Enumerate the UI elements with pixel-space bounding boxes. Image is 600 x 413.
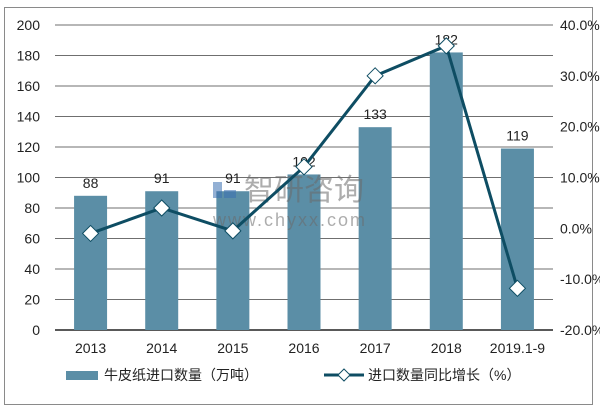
bar (500, 148, 534, 330)
bar-data-label: 91 (154, 170, 170, 186)
diamond-marker-icon (224, 222, 242, 240)
bar-swatch-icon (66, 370, 98, 380)
bar (358, 127, 392, 330)
bar-data-label: 119 (506, 128, 529, 144)
legend-item-line: 进口数量同比增长（%） (324, 365, 520, 385)
bar (74, 195, 108, 330)
x-axis-tick: 2014 (146, 340, 177, 356)
left-axis-tick: 180 (17, 48, 41, 64)
bar-data-label: 91 (225, 170, 241, 186)
bar-data-label: 133 (363, 106, 387, 122)
legend-line-label: 进口数量同比增长（%） (368, 367, 521, 383)
legend-bar-label: 牛皮纸进口数量（万吨） (104, 367, 258, 383)
x-axis-tick: 2018 (431, 340, 462, 356)
x-axis-tick: 2015 (217, 340, 248, 356)
left-axis-tick: 140 (17, 109, 41, 125)
line-diamond-icon (324, 368, 364, 382)
bar (429, 52, 463, 330)
right-axis-tick: -20.0% (560, 322, 600, 338)
right-axis-tick: -10.0% (560, 271, 600, 287)
bar-data-label: 88 (83, 175, 99, 191)
watermark-brand: 智研咨询 (244, 174, 364, 207)
left-axis-tick: 40 (24, 261, 40, 277)
right-axis-tick: 10.0% (560, 170, 600, 186)
x-axis-tick: 2019.1-9 (490, 340, 545, 356)
legend-item-bar: 牛皮纸进口数量（万吨） (66, 365, 258, 385)
left-axis-tick: 20 (24, 292, 40, 308)
left-axis-tick: 200 (17, 17, 41, 33)
left-axis-tick: 120 (17, 139, 41, 155)
diamond-marker-icon (437, 37, 455, 55)
left-axis-tick: 80 (24, 200, 40, 216)
left-axis-tick: 0 (32, 322, 40, 338)
left-axis-tick: 60 (24, 231, 40, 247)
diamond-marker-icon (153, 199, 171, 217)
right-axis-tick: 40.0% (560, 17, 600, 33)
diamond-marker-icon (508, 279, 527, 298)
watermark-logo-icon (213, 182, 222, 198)
right-axis-tick: 20.0% (560, 119, 600, 135)
left-axis-tick: 100 (17, 170, 41, 186)
x-axis-tick: 2016 (288, 340, 319, 356)
diamond-marker-icon (81, 224, 100, 243)
diamond-marker-icon (366, 67, 384, 85)
x-axis-tick: 2013 (75, 340, 106, 356)
bar (216, 191, 250, 330)
left-axis-tick: 160 (17, 78, 41, 94)
diamond-marker-icon (295, 158, 313, 176)
x-axis-tick: 2017 (360, 340, 391, 356)
right-axis-tick: 30.0% (560, 68, 600, 84)
bar (287, 174, 321, 330)
right-axis-tick: 0.0% (560, 220, 592, 236)
